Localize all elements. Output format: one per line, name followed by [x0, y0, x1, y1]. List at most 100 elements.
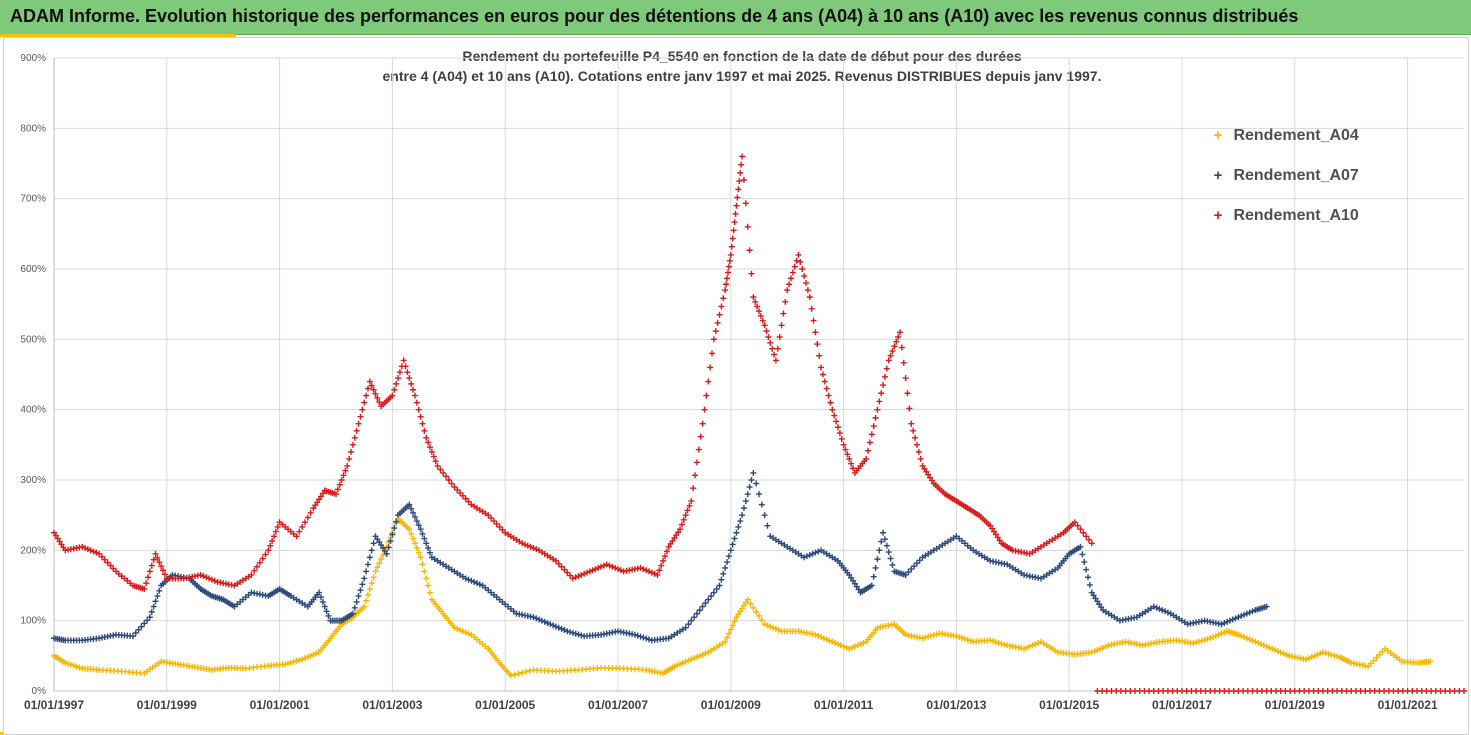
data-point-2: [370, 540, 377, 547]
data-point-3: [141, 586, 148, 593]
data-point-2: [889, 561, 896, 568]
data-point-3: [197, 571, 204, 578]
data-point-3: [107, 562, 114, 569]
data-point-1: [1021, 645, 1028, 652]
data-point-2: [1241, 611, 1248, 618]
data-point-3: [428, 448, 435, 455]
data-point-1: [767, 623, 774, 630]
data-point-1: [922, 634, 929, 641]
data-point-2: [740, 505, 747, 512]
data-point-1: [1091, 648, 1098, 655]
data-point-3: [885, 357, 892, 364]
data-point-2: [154, 593, 161, 600]
data-point-3: [723, 281, 730, 288]
data-point-1: [1198, 637, 1205, 644]
data-point-2: [538, 617, 545, 624]
data-point-1: [413, 544, 420, 551]
data-point-1: [1238, 632, 1245, 639]
data-point-1: [823, 636, 830, 643]
data-point-3: [738, 161, 745, 168]
data-point-1: [363, 597, 370, 604]
data-point-3: [454, 486, 461, 493]
data-point-3: [364, 385, 371, 392]
data-point-3: [612, 564, 619, 571]
data-point-2: [731, 535, 738, 542]
data-point-1: [998, 640, 1005, 647]
data-point-2: [750, 469, 757, 476]
data-point-1: [1370, 657, 1377, 664]
data-point-1: [956, 634, 963, 641]
data-point-2: [878, 538, 885, 545]
data-point-2: [387, 537, 394, 544]
data-point-2: [1243, 610, 1250, 617]
data-point-3: [720, 295, 727, 302]
data-point-3: [301, 519, 308, 526]
data-point-1: [812, 631, 819, 638]
data-point-1: [851, 643, 858, 650]
data-point-3: [725, 263, 732, 270]
data-point-3: [724, 269, 731, 276]
data-point-2: [355, 593, 362, 600]
data-point-2: [413, 518, 420, 525]
data-point-3: [158, 563, 165, 570]
data-point-1: [1026, 643, 1033, 650]
data-point-1: [301, 655, 308, 662]
data-point-1: [515, 670, 522, 677]
data-point-3: [150, 556, 157, 563]
data-point-3: [697, 433, 704, 440]
data-point-2: [737, 518, 744, 525]
data-point-3: [718, 303, 725, 310]
data-point-2: [708, 593, 715, 600]
data-point-3: [425, 439, 432, 446]
data-point-1: [361, 603, 368, 610]
data-point-3: [259, 555, 266, 562]
y-tick-label: 300%: [20, 475, 46, 486]
chart-plot: 0% 100% 200% 300% 400% 500% 600% 700% 800% 900% 01…: [20, 53, 1467, 712]
data-point-2: [753, 480, 760, 487]
data-point-3: [564, 569, 571, 576]
data-point-3: [451, 484, 458, 491]
data-point-1: [725, 630, 732, 637]
data-point-3: [730, 227, 737, 234]
data-point-1: [1094, 646, 1101, 653]
y-tick-label: 500%: [20, 334, 46, 345]
data-point-1: [526, 667, 533, 674]
data-point-2: [357, 587, 364, 594]
data-point-1: [928, 632, 935, 639]
data-point-3: [79, 543, 86, 550]
data-point-3: [203, 574, 210, 581]
data-point-1: [421, 568, 428, 575]
data-point-3: [617, 567, 624, 574]
data-point-2: [1086, 581, 1093, 588]
data-point-1: [843, 644, 850, 651]
data-point-1: [772, 625, 779, 632]
data-point-2: [419, 530, 426, 537]
data-point-3: [406, 375, 413, 382]
data-point-2: [325, 612, 332, 619]
data-point-3: [372, 390, 379, 397]
data-point-3: [774, 345, 781, 352]
data-point-1: [702, 650, 709, 657]
data-point-3: [82, 544, 89, 551]
data-point-3: [825, 392, 832, 399]
data-point-1: [415, 549, 422, 556]
data-point-1: [417, 554, 424, 561]
data-point-1: [65, 660, 72, 667]
data-point-2: [368, 547, 375, 554]
data-point-1: [425, 582, 432, 589]
data-point-3: [874, 406, 881, 413]
data-point-3: [897, 329, 903, 336]
data-point-1: [1102, 643, 1109, 650]
data-point-3: [906, 405, 913, 412]
data-point-2: [887, 555, 894, 562]
data-point-3: [818, 364, 825, 371]
data-point-2: [408, 505, 415, 512]
data-point-1: [731, 618, 738, 625]
data-point-3: [699, 420, 706, 427]
data-point-1: [1246, 636, 1253, 643]
data-point-2: [908, 566, 915, 573]
data-point-3: [589, 567, 596, 574]
data-point-3: [866, 439, 873, 446]
data-point-2: [631, 631, 638, 638]
data-point-2: [552, 623, 559, 630]
